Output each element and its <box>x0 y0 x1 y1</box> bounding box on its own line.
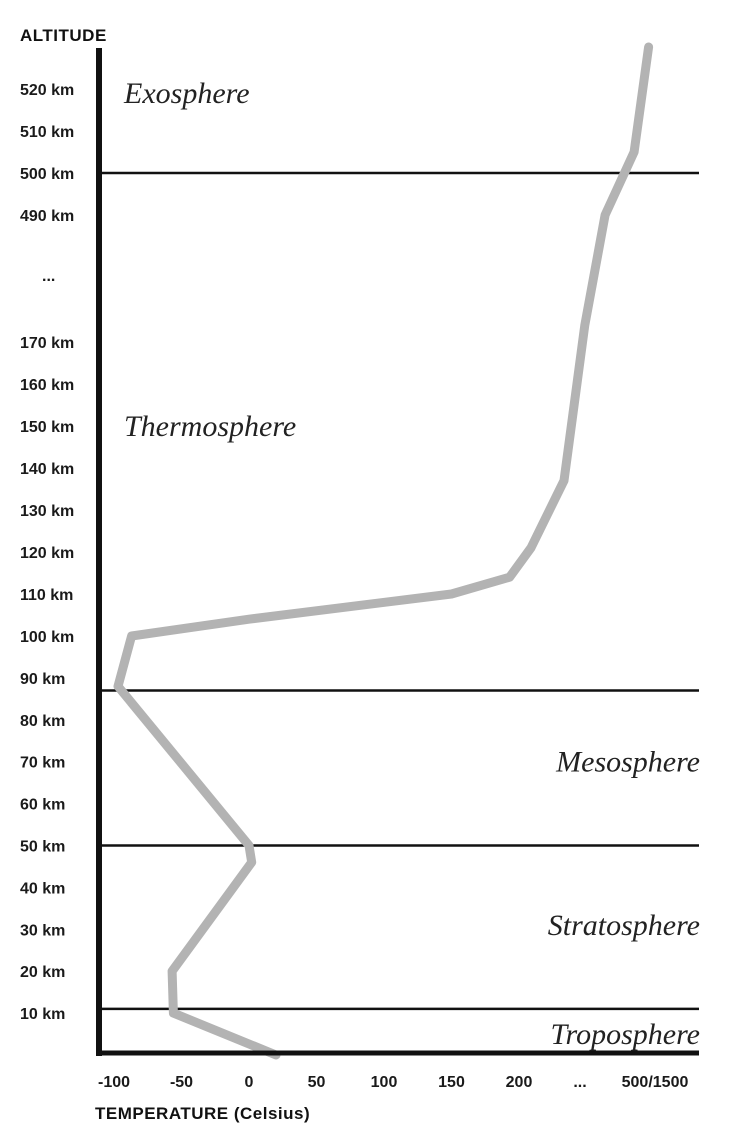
x-tick-label: 200 <box>506 1074 533 1091</box>
y-tick-label: 170 km <box>20 335 74 352</box>
x-tick-label: ... <box>573 1074 586 1091</box>
y-tick-label: 40 km <box>20 880 65 897</box>
y-tick-label: 160 km <box>20 377 74 394</box>
x-tick-label: 500/1500 <box>622 1074 689 1091</box>
temperature-series <box>113 42 654 1060</box>
y-tick-label: 20 km <box>20 964 65 981</box>
y-tick-label: 80 km <box>20 713 65 730</box>
layer-label-mesosphere: Mesosphere <box>555 746 700 779</box>
x-tick-label: 50 <box>308 1074 326 1091</box>
temperature-line <box>113 42 654 1060</box>
y-tick-label: 90 km <box>20 671 65 688</box>
x-tick-label: 150 <box>438 1074 465 1091</box>
y-tick-label: 150 km <box>20 419 74 436</box>
layer-labels: Exosphere Thermosphere Mesosphere Stratosph… <box>123 77 700 1051</box>
y-tick-label: ... <box>42 268 55 285</box>
y-tick-label: 490 km <box>20 208 74 225</box>
layer-label-stratosphere: Stratosphere <box>548 909 700 942</box>
layer-label-troposphere: Troposphere <box>551 1018 700 1051</box>
y-tick-label: 140 km <box>20 461 74 478</box>
x-tick-labels: -100 -50 0 50 100 150 200... 500/1500 <box>98 1074 688 1091</box>
x-tick-label: 100 <box>371 1074 398 1091</box>
layer-label-exosphere: Exosphere <box>123 77 250 110</box>
layer-label-thermosphere: Thermosphere <box>124 410 296 443</box>
y-tick-label: 520 km <box>20 82 74 99</box>
axes <box>96 48 699 1056</box>
y-tick-label: 110 km <box>20 587 73 604</box>
y-tick-label: 120 km <box>20 545 74 562</box>
layer-boundaries <box>99 171 699 1011</box>
y-tick-label: 510 km <box>20 124 74 141</box>
y-tick-label: 130 km <box>20 503 74 520</box>
y-tick-label: 10 km <box>20 1006 65 1023</box>
y-tick-label: 100 km <box>20 629 74 646</box>
y-tick-label: 500 km <box>20 166 74 183</box>
x-tick-label: -100 <box>98 1074 130 1091</box>
y-tick-label: 70 km <box>20 755 65 772</box>
y-tick-label: 60 km <box>20 797 65 814</box>
x-axis-title: TEMPERATURE (Celsius) <box>95 1104 310 1123</box>
x-tick-label: -50 <box>170 1074 193 1091</box>
y-tick-label: 30 km <box>20 922 65 939</box>
y-axis-title: ALTITUDE <box>20 26 107 45</box>
y-tick-labels: 520 km 510 km 500 km 490 km... 170 km 160 km 1… <box>20 82 74 1023</box>
x-tick-label: 0 <box>245 1074 254 1091</box>
y-tick-label: 50 km <box>20 839 65 856</box>
